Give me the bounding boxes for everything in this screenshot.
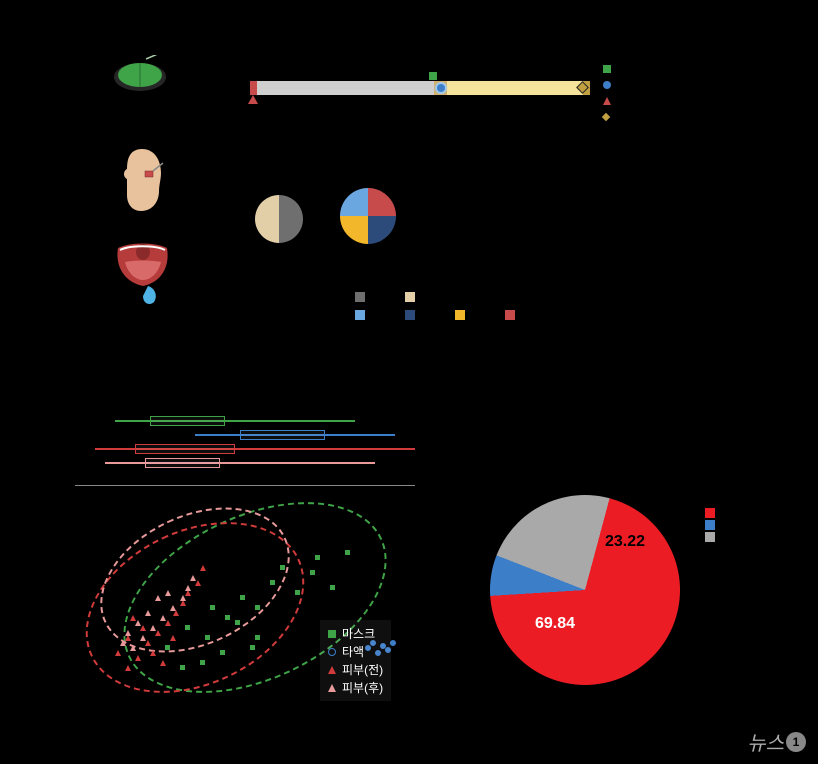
mask-icon <box>110 55 170 95</box>
bar-segment <box>257 81 434 95</box>
bar-legend-item <box>603 62 611 76</box>
scatter-point <box>180 595 186 601</box>
scatter-legend-item: 피부(전) <box>328 661 383 678</box>
scatter-point <box>150 625 156 631</box>
pie-label-main: 69.84 <box>535 615 575 633</box>
scatter-point <box>220 650 225 655</box>
legend-swatch <box>455 310 465 320</box>
box-row <box>75 458 415 468</box>
boxplot-panel <box>55 416 425 486</box>
scatter-point <box>185 625 190 630</box>
mid-pie-2 <box>340 188 396 244</box>
scatter-point <box>165 645 170 650</box>
scatter-point <box>180 665 185 670</box>
bar-legend-item <box>603 78 611 92</box>
scatter-point <box>280 565 285 570</box>
scatter-point <box>135 620 141 626</box>
scatter-point <box>120 640 126 646</box>
boxplot-axis <box>75 485 415 486</box>
pie-label-grey: 23.22 <box>605 533 645 551</box>
scatter-point <box>170 635 176 641</box>
watermark: 뉴스1 <box>747 727 806 756</box>
bigpie-legend-item <box>705 532 715 542</box>
bigpie-legend <box>705 508 715 544</box>
legend-swatch <box>405 292 415 302</box>
scatter-point <box>225 615 230 620</box>
mid-pie-1 <box>255 195 303 243</box>
alpha-diversity-bar <box>250 75 590 101</box>
scatter-point <box>205 635 210 640</box>
scatter-point <box>160 660 166 666</box>
scatter-point <box>250 645 255 650</box>
mid-legend-row <box>355 292 515 302</box>
scatter-point <box>315 555 320 560</box>
scatter-legend-label: 피부(전) <box>342 661 383 678</box>
legend-swatch <box>355 292 365 302</box>
scatter-point <box>160 615 166 621</box>
scatter-point <box>130 645 136 651</box>
bar-legend-item <box>603 94 611 108</box>
scatter-point <box>140 635 146 641</box>
bar-segment <box>250 81 257 95</box>
legend-swatch <box>355 310 365 320</box>
bar-marker <box>429 72 437 80</box>
scatter-point <box>255 635 260 640</box>
scatter-point <box>345 550 350 555</box>
scatter-point <box>240 595 245 600</box>
box-row <box>75 444 415 454</box>
scatter-point <box>200 660 205 665</box>
scatter-point <box>185 585 191 591</box>
scatter-point <box>165 590 171 596</box>
scatter-legend-label: 피부(후) <box>342 679 383 696</box>
bar-marker <box>248 95 258 104</box>
scatter-point <box>330 585 335 590</box>
scatter-point <box>155 595 161 601</box>
scatter-point <box>270 580 275 585</box>
box-row <box>75 416 415 426</box>
scatter-legend-item: 마스크 <box>328 625 383 642</box>
scatter-point <box>115 650 121 656</box>
scatter-point <box>190 575 196 581</box>
scatter-point <box>310 570 315 575</box>
figure-root: 마스크타액피부(전)피부(후) 69.84 23.22 뉴스1 <box>0 0 818 764</box>
scatter-point <box>170 605 176 611</box>
legend-swatch <box>405 310 415 320</box>
source-pie <box>490 495 680 685</box>
mid-legend-row <box>355 310 515 320</box>
scatter-legend: 마스크타액피부(전)피부(후) <box>320 620 391 701</box>
legend-swatch <box>505 310 515 320</box>
mid-legend <box>355 292 515 328</box>
scatter-point <box>200 565 206 571</box>
scatter-legend-label: 타액 <box>342 643 364 660</box>
box-row <box>75 430 415 440</box>
bigpie-legend-item <box>705 520 715 530</box>
watermark-text: 뉴스 <box>747 727 784 756</box>
scatter-legend-item: 타액 <box>328 643 383 660</box>
source-pie-panel: 69.84 23.22 <box>490 495 710 705</box>
scatter-point <box>255 605 260 610</box>
scatter-legend-item: 피부(후) <box>328 679 383 696</box>
bar-legend <box>603 62 611 126</box>
scatter-point <box>145 610 151 616</box>
scatter-point <box>125 665 131 671</box>
scatter-point <box>210 605 215 610</box>
scatter-point <box>295 590 300 595</box>
bar-segment <box>447 81 583 95</box>
head-icon <box>115 145 170 215</box>
watermark-badge: 1 <box>786 732 806 752</box>
bigpie-legend-item <box>705 508 715 518</box>
scatter-point <box>150 650 156 656</box>
scatter-point <box>125 630 131 636</box>
scatter-point <box>235 620 240 625</box>
scatter-point <box>135 655 141 661</box>
scatter-legend-label: 마스크 <box>342 625 375 642</box>
mouth-icon <box>110 240 175 310</box>
bar-legend-item <box>603 110 611 124</box>
